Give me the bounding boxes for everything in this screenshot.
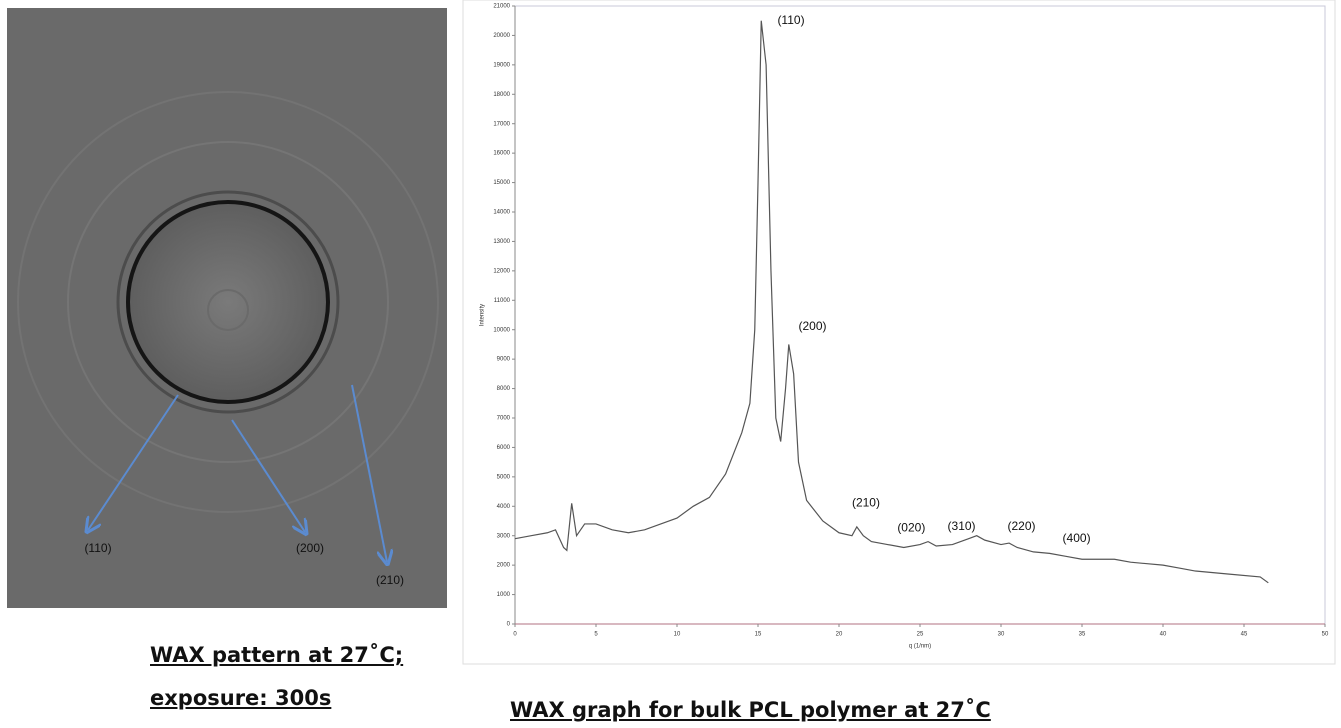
ring-label: (200) xyxy=(296,541,324,555)
y-tick-label: 6000 xyxy=(497,445,511,451)
center xyxy=(207,289,249,331)
pattern-caption: WAX pattern at 27˚C; xyxy=(150,643,404,667)
arrow xyxy=(88,394,179,530)
peak-label: (200) xyxy=(799,319,827,333)
y-tick-label: 12000 xyxy=(493,268,510,274)
x-axis-label: q (1/nm) xyxy=(909,644,931,650)
x-tick-label: 40 xyxy=(1160,632,1167,638)
x-tick-label: 50 xyxy=(1322,632,1329,638)
x-tick-label: 30 xyxy=(998,632,1005,638)
y-tick-label: 3000 xyxy=(497,533,511,539)
y-tick-label: 10000 xyxy=(493,327,510,333)
ring xyxy=(67,141,389,463)
chart-title: WAX graph for bulk PCL polymer at 27˚C xyxy=(510,698,991,722)
peak-label: (310) xyxy=(948,519,976,533)
y-tick-label: 20000 xyxy=(493,33,510,39)
peak-label: (400) xyxy=(1063,531,1091,545)
y-tick-label: 13000 xyxy=(493,239,510,245)
ring xyxy=(17,91,439,513)
ring-label: (210) xyxy=(376,573,404,587)
y-tick-label: 14000 xyxy=(493,210,510,216)
peak-label: (020) xyxy=(897,521,925,535)
peak-label: (210) xyxy=(852,496,880,510)
x-tick-label: 45 xyxy=(1241,632,1248,638)
x-tick-label: 20 xyxy=(836,632,843,638)
data-line xyxy=(514,20,1269,584)
y-tick-label: 0 xyxy=(507,622,511,628)
chart: 0100020003000400050006000700080009000100… xyxy=(462,0,1336,665)
arrow xyxy=(351,384,387,562)
x-tick-label: 15 xyxy=(755,632,762,638)
y-tick-label: 2000 xyxy=(497,563,511,569)
pattern-caption: exposure: 300s xyxy=(150,686,332,710)
y-tick-label: 18000 xyxy=(493,92,510,98)
y-tick-label: 21000 xyxy=(493,4,510,10)
peak-label: (220) xyxy=(1007,519,1035,533)
ring-label: (110) xyxy=(84,541,111,555)
y-axis-label: Intensity xyxy=(480,304,486,326)
y-tick-label: 11000 xyxy=(494,298,511,304)
x-tick-label: 25 xyxy=(917,632,924,638)
y-tick-label: 1000 xyxy=(497,592,511,598)
peak-label: (110) xyxy=(777,13,804,27)
y-tick-label: 9000 xyxy=(497,357,511,363)
y-tick-label: 15000 xyxy=(493,180,510,186)
y-tick-label: 4000 xyxy=(497,504,511,510)
y-tick-label: 7000 xyxy=(497,416,511,422)
x-tick-label: 5 xyxy=(594,632,598,638)
x-tick-label: 10 xyxy=(674,632,681,638)
y-tick-label: 8000 xyxy=(497,386,511,392)
y-tick-label: 17000 xyxy=(493,121,510,127)
y-tick-label: 19000 xyxy=(493,62,510,68)
chart-frame xyxy=(462,0,1336,665)
y-tick-label: 16000 xyxy=(493,151,510,157)
y-tick-label: 5000 xyxy=(497,474,511,480)
beamstop xyxy=(126,200,330,404)
x-tick-label: 0 xyxy=(513,632,517,638)
arrow xyxy=(231,419,305,532)
x-tick-label: 35 xyxy=(1079,632,1086,638)
ring xyxy=(116,190,340,414)
wax-pattern: (110) (200) (210) xyxy=(7,8,447,608)
